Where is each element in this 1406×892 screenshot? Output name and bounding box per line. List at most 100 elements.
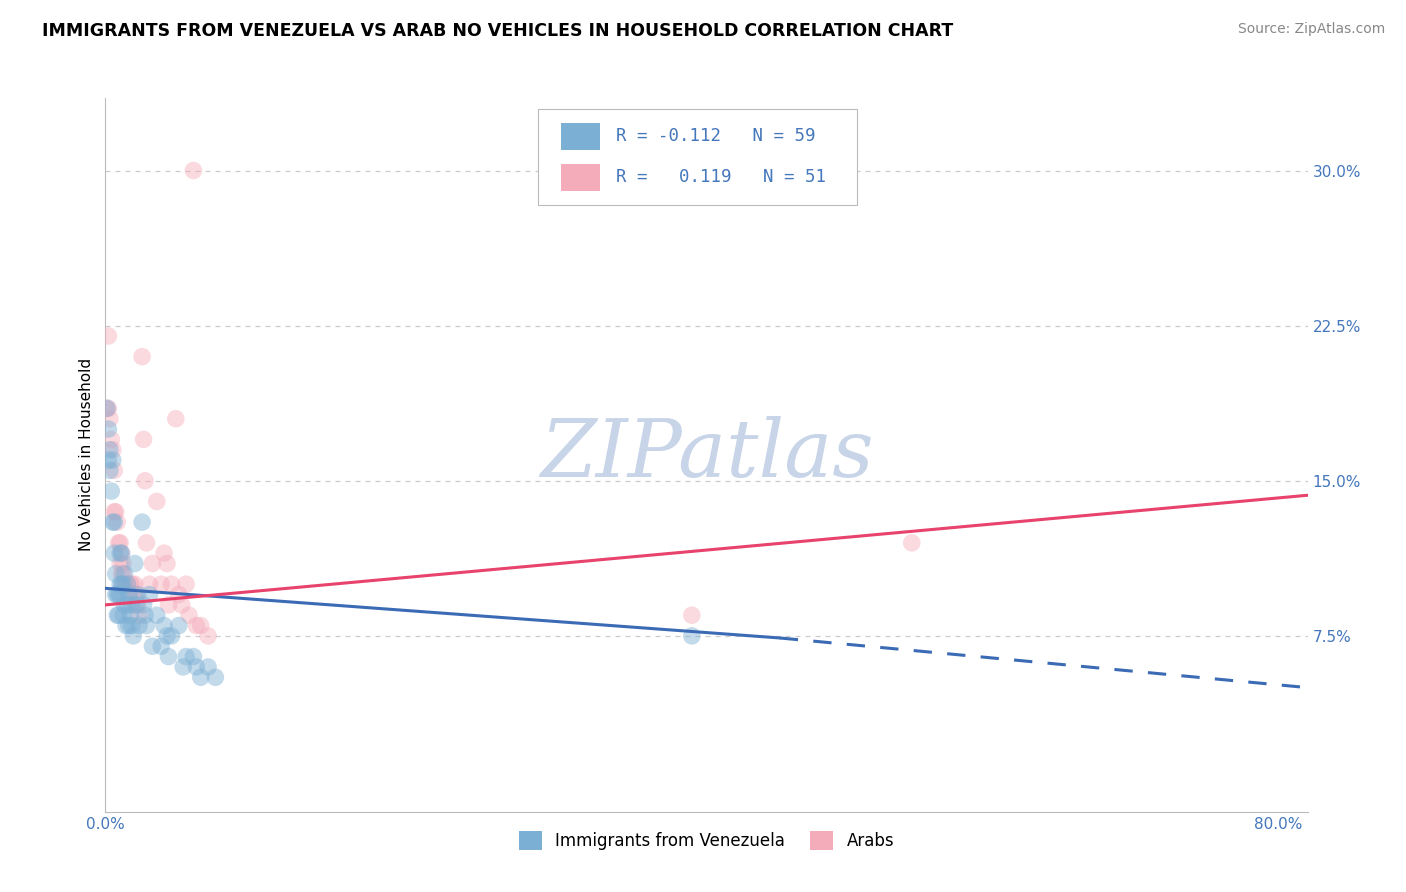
Point — [134, 608, 156, 623]
Point — [118, 618, 141, 632]
Point — [115, 618, 138, 632]
Point — [117, 577, 139, 591]
Point — [108, 588, 131, 602]
Point — [156, 629, 179, 643]
Point — [103, 515, 125, 529]
Point — [105, 608, 128, 623]
Point — [127, 588, 149, 602]
Point — [900, 536, 922, 550]
Point — [122, 629, 145, 643]
Point — [117, 577, 139, 591]
Bar — [561, 123, 599, 150]
Point — [118, 588, 141, 602]
Point — [122, 588, 145, 602]
Text: IMMIGRANTS FROM VENEZUELA VS ARAB NO VEHICLES IN HOUSEHOLD CORRELATION CHART: IMMIGRANTS FROM VENEZUELA VS ARAB NO VEH… — [42, 22, 953, 40]
Point — [157, 598, 180, 612]
Point — [101, 515, 124, 529]
Point — [172, 660, 194, 674]
Point — [124, 577, 146, 591]
Point — [105, 515, 128, 529]
Point — [98, 411, 121, 425]
Point — [104, 505, 127, 519]
Point — [135, 618, 157, 632]
Point — [141, 639, 163, 653]
Point — [98, 442, 121, 457]
Point — [112, 608, 135, 623]
Point — [114, 598, 136, 612]
Point — [170, 598, 193, 612]
Point — [107, 588, 129, 602]
Point — [127, 598, 149, 612]
Point — [97, 422, 120, 436]
Point — [197, 660, 219, 674]
Point — [186, 660, 208, 674]
Point — [138, 588, 160, 602]
Point — [150, 577, 173, 591]
Point — [117, 598, 139, 612]
Point — [110, 566, 132, 581]
Point — [183, 649, 205, 664]
Point — [153, 546, 176, 560]
Point — [134, 474, 156, 488]
Text: ZIPatlas: ZIPatlas — [540, 417, 873, 493]
Point — [96, 401, 118, 416]
Point — [112, 577, 135, 591]
Point — [125, 598, 148, 612]
Point — [141, 557, 163, 571]
Point — [157, 649, 180, 664]
Point — [186, 618, 208, 632]
Point — [681, 608, 703, 623]
Point — [124, 557, 146, 571]
Text: Source: ZipAtlas.com: Source: ZipAtlas.com — [1237, 22, 1385, 37]
Point — [132, 598, 155, 612]
Point — [165, 411, 187, 425]
Point — [104, 566, 127, 581]
Point — [104, 588, 127, 602]
Point — [121, 618, 143, 632]
Point — [145, 608, 167, 623]
Point — [190, 670, 212, 684]
Point — [174, 649, 197, 664]
Point — [156, 557, 179, 571]
Point — [110, 577, 132, 591]
Point — [167, 588, 190, 602]
Point — [160, 629, 183, 643]
Point — [98, 463, 121, 477]
Point — [120, 577, 142, 591]
Point — [107, 608, 129, 623]
Y-axis label: No Vehicles in Household: No Vehicles in Household — [79, 359, 94, 551]
Point — [174, 577, 197, 591]
Point — [121, 577, 143, 591]
Point — [150, 639, 173, 653]
Point — [108, 546, 131, 560]
Point — [97, 401, 120, 416]
Point — [138, 577, 160, 591]
Point — [177, 608, 200, 623]
Point — [96, 401, 118, 416]
Point — [125, 588, 148, 602]
Point — [183, 163, 205, 178]
Point — [100, 433, 122, 447]
Point — [101, 453, 124, 467]
FancyBboxPatch shape — [538, 109, 856, 205]
Point — [100, 484, 122, 499]
Legend: Immigrants from Venezuela, Arabs: Immigrants from Venezuela, Arabs — [512, 824, 901, 857]
Point — [135, 536, 157, 550]
Point — [97, 453, 120, 467]
Point — [121, 598, 143, 612]
Point — [114, 577, 136, 591]
Point — [110, 546, 132, 560]
Point — [120, 608, 142, 623]
Point — [112, 557, 135, 571]
Point — [115, 577, 138, 591]
Bar — [561, 164, 599, 191]
Point — [132, 433, 155, 447]
Point — [107, 536, 129, 550]
Point — [197, 629, 219, 643]
Point — [131, 515, 153, 529]
Point — [160, 577, 183, 591]
Point — [204, 670, 226, 684]
Point — [128, 618, 150, 632]
Point — [105, 588, 128, 602]
Point — [103, 463, 125, 477]
